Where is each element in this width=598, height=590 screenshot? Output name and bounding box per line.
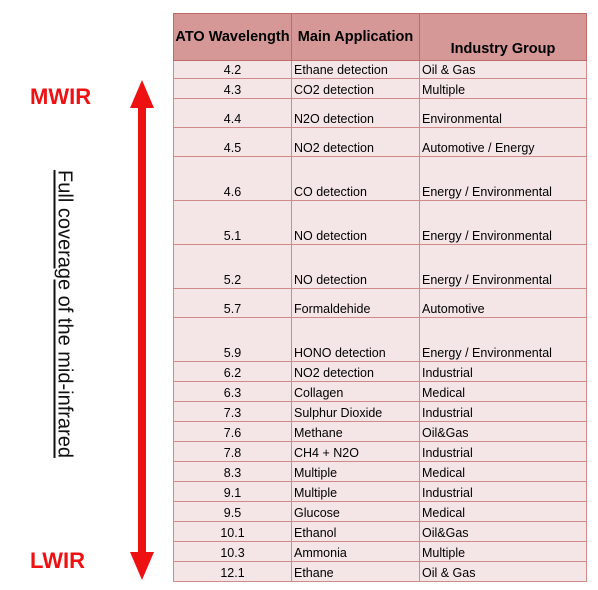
wavelength-cell: 6.3 bbox=[173, 381, 292, 402]
double-arrow-icon bbox=[130, 80, 154, 580]
industry-cell: Medical bbox=[419, 461, 587, 482]
wavelength-cell: 8.3 bbox=[173, 461, 292, 482]
lwir-label: LWIR bbox=[30, 548, 85, 573]
header-industry: Industry Group bbox=[419, 13, 587, 61]
application-cell: Formaldehide bbox=[291, 288, 420, 318]
table-row: 10.3 Ammonia Multiple bbox=[173, 541, 587, 562]
industry-cell: Industrial bbox=[419, 401, 587, 422]
industry-cell: Energy / Environmental bbox=[419, 244, 587, 289]
table-row: 5.9 HONO detection Energy / Environmental bbox=[173, 317, 587, 362]
application-cell: NO2 detection bbox=[291, 361, 420, 382]
industry-cell: Oil & Gas bbox=[419, 561, 587, 582]
application-cell: HONO detection bbox=[291, 317, 420, 362]
application-cell: Sulphur Dioxide bbox=[291, 401, 420, 422]
table-row: 6.3 Collagen Medical bbox=[173, 381, 587, 402]
application-cell: CO2 detection bbox=[291, 78, 420, 99]
table-row: 7.6 Methane Oil&Gas bbox=[173, 421, 587, 442]
wavelength-cell: 4.2 bbox=[173, 60, 292, 79]
industry-cell: Energy / Environmental bbox=[419, 156, 587, 201]
industry-cell: Oil&Gas bbox=[419, 521, 587, 542]
application-cell: Ethanol bbox=[291, 521, 420, 542]
table-row: 5.1 NO detection Energy / Environmental bbox=[173, 200, 587, 245]
table-row: 9.5 Glucose Medical bbox=[173, 501, 587, 522]
wavelength-cell: 5.9 bbox=[173, 317, 292, 362]
wavelength-cell: 4.6 bbox=[173, 156, 292, 201]
industry-cell: Medical bbox=[419, 381, 587, 402]
industry-cell: Oil & Gas bbox=[419, 60, 587, 79]
industry-cell: Industrial bbox=[419, 481, 587, 502]
application-cell: Ammonia bbox=[291, 541, 420, 562]
application-cell: Ethane detection bbox=[291, 60, 420, 79]
wavelength-table: ATO Wavelength Main Application Industry… bbox=[173, 13, 587, 582]
table-row: 12.1 Ethane Oil & Gas bbox=[173, 561, 587, 582]
wavelength-cell: 9.5 bbox=[173, 501, 292, 522]
wavelength-cell: 7.8 bbox=[173, 441, 292, 462]
industry-cell: Multiple bbox=[419, 541, 587, 562]
application-cell: Glucose bbox=[291, 501, 420, 522]
table-row: 5.2 NO detection Energy / Environmental bbox=[173, 244, 587, 289]
application-cell: Collagen bbox=[291, 381, 420, 402]
wavelength-cell: 10.3 bbox=[173, 541, 292, 562]
wavelength-cell: 4.5 bbox=[173, 127, 292, 157]
table-row: 7.8 CH4 + N2O Industrial bbox=[173, 441, 587, 462]
table-row: 4.2 Ethane detection Oil & Gas bbox=[173, 60, 587, 79]
application-cell: CO detection bbox=[291, 156, 420, 201]
application-cell: NO2 detection bbox=[291, 127, 420, 157]
application-cell: Methane bbox=[291, 421, 420, 442]
industry-cell: Medical bbox=[419, 501, 587, 522]
table-row: 4.4 N2O detection Environmental bbox=[173, 98, 587, 128]
industry-cell: Environmental bbox=[419, 98, 587, 128]
industry-cell: Industrial bbox=[419, 361, 587, 382]
table-row: 5.7 Formaldehide Automotive bbox=[173, 288, 587, 318]
table-row: 7.3 Sulphur Dioxide Industrial bbox=[173, 401, 587, 422]
wavelength-cell: 7.3 bbox=[173, 401, 292, 422]
wavelength-cell: 9.1 bbox=[173, 481, 292, 502]
table-row: 9.1 Multiple Industrial bbox=[173, 481, 587, 502]
table-row: 10.1 Ethanol Oil&Gas bbox=[173, 521, 587, 542]
table-row: 8.3 Multiple Medical bbox=[173, 461, 587, 482]
industry-cell: Automotive bbox=[419, 288, 587, 318]
wavelength-cell: 6.2 bbox=[173, 361, 292, 382]
wavelength-cell: 12.1 bbox=[173, 561, 292, 582]
wavelength-cell: 5.2 bbox=[173, 244, 292, 289]
wavelength-cell: 7.6 bbox=[173, 421, 292, 442]
application-cell: NO detection bbox=[291, 200, 420, 245]
application-cell: CH4 + N2O bbox=[291, 441, 420, 462]
industry-cell: Energy / Environmental bbox=[419, 317, 587, 362]
wavelength-cell: 5.1 bbox=[173, 200, 292, 245]
wavelength-cell: 4.4 bbox=[173, 98, 292, 128]
wavelength-cell: 10.1 bbox=[173, 521, 292, 542]
header-application: Main Application bbox=[291, 13, 420, 61]
application-cell: NO detection bbox=[291, 244, 420, 289]
industry-cell: Industrial bbox=[419, 441, 587, 462]
application-cell: Ethane bbox=[291, 561, 420, 582]
application-cell: Multiple bbox=[291, 481, 420, 502]
header-wavelength: ATO Wavelength bbox=[173, 13, 292, 61]
wavelength-cell: 5.7 bbox=[173, 288, 292, 318]
mwir-label: MWIR bbox=[30, 84, 92, 109]
table-row: 4.5 NO2 detection Automotive / Energy bbox=[173, 127, 587, 157]
industry-cell: Oil&Gas bbox=[419, 421, 587, 442]
industry-cell: Multiple bbox=[419, 78, 587, 99]
application-cell: Multiple bbox=[291, 461, 420, 482]
table-row: 4.3 CO2 detection Multiple bbox=[173, 78, 587, 99]
industry-cell: Energy / Environmental bbox=[419, 200, 587, 245]
table-header-row: ATO Wavelength Main Application Industry… bbox=[173, 13, 587, 61]
industry-cell: Automotive / Energy bbox=[419, 127, 587, 157]
coverage-label: Full coverage of the mid-infrared bbox=[53, 170, 76, 458]
table-row: 6.2 NO2 detection Industrial bbox=[173, 361, 587, 382]
wavelength-cell: 4.3 bbox=[173, 78, 292, 99]
application-cell: N2O detection bbox=[291, 98, 420, 128]
table-row: 4.6 CO detection Energy / Environmental bbox=[173, 156, 587, 201]
